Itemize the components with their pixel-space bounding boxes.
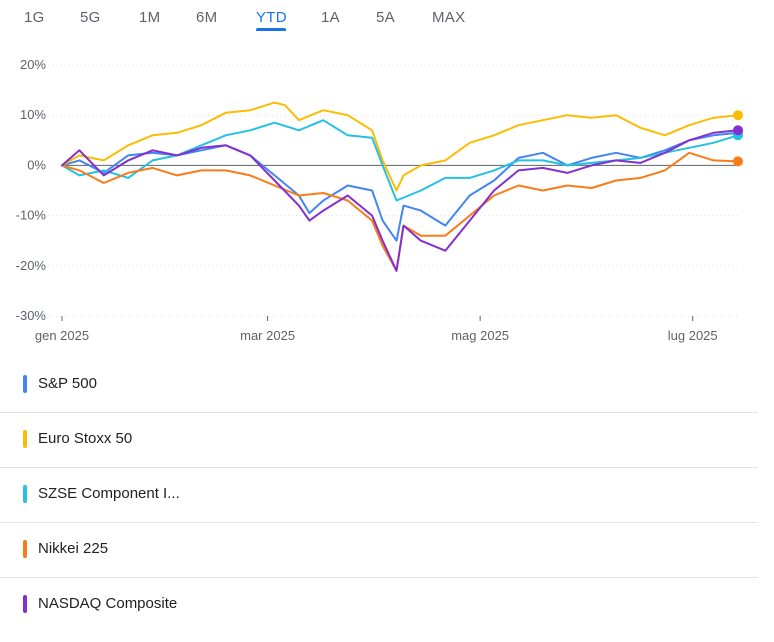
x-tick-label: lug 2025	[668, 328, 718, 343]
ytd-line-chart[interactable]: 20% 10% 0% -10% -20% -30% gen 2025 mar 2025 mag …	[0, 40, 774, 355]
legend-label: SZSE Component I...	[38, 485, 180, 502]
series-end-dot	[733, 125, 743, 136]
series-line	[61, 131, 739, 242]
legend-label: Euro Stoxx 50	[38, 430, 133, 447]
y-tick-label: 0%	[27, 157, 46, 172]
series-line	[61, 129, 739, 272]
series-color-swatch	[23, 430, 27, 448]
series-color-swatch	[23, 540, 27, 558]
legend-item-nikkei-225[interactable]: Nikkei 225	[0, 523, 758, 578]
legend-label: S&P 500	[38, 375, 97, 392]
y-tick-label: 20%	[20, 57, 46, 72]
legend-label: NASDAQ Composite	[38, 595, 178, 612]
legend-item-sp500[interactable]: S&P 500	[0, 358, 758, 413]
tab-5a[interactable]: 5A	[376, 9, 395, 26]
tab-ytd[interactable]: YTD	[256, 9, 287, 26]
series-color-swatch	[23, 375, 27, 393]
range-tabs: 1G 5G 1M 6M YTD 1A 5A MAX	[0, 0, 774, 40]
tab-max[interactable]: MAX	[432, 9, 466, 26]
y-tick-label: -10%	[16, 208, 47, 223]
active-tab-indicator	[256, 28, 286, 31]
y-tick-label: -20%	[16, 258, 47, 273]
legend-label: Nikkei 225	[38, 540, 109, 557]
tab-1g[interactable]: 1G	[24, 9, 45, 26]
series-color-swatch	[23, 595, 27, 613]
series-line	[61, 101, 739, 192]
x-tick-label: mar 2025	[240, 328, 295, 343]
legend-item-nasdaq-composite[interactable]: NASDAQ Composite	[0, 578, 758, 633]
legend-item-szse-component[interactable]: SZSE Component I...	[0, 468, 758, 523]
y-tick-label: -30%	[16, 308, 47, 323]
tab-1m[interactable]: 1M	[139, 9, 161, 26]
legend: S&P 500 Euro Stoxx 50 SZSE Component I..…	[0, 358, 774, 633]
legend-item-euro-stoxx-50[interactable]: Euro Stoxx 50	[0, 413, 758, 468]
series-end-dot	[733, 156, 743, 167]
series-end-dot	[733, 110, 743, 121]
y-tick-label: 10%	[20, 107, 46, 122]
tab-5g[interactable]: 5G	[80, 9, 101, 26]
x-tick-label: mag 2025	[451, 328, 509, 343]
x-tick-label: gen 2025	[35, 328, 89, 343]
tab-1a[interactable]: 1A	[321, 9, 340, 26]
tab-6m[interactable]: 6M	[196, 9, 218, 26]
series-color-swatch	[23, 485, 27, 503]
series-line	[61, 119, 739, 202]
